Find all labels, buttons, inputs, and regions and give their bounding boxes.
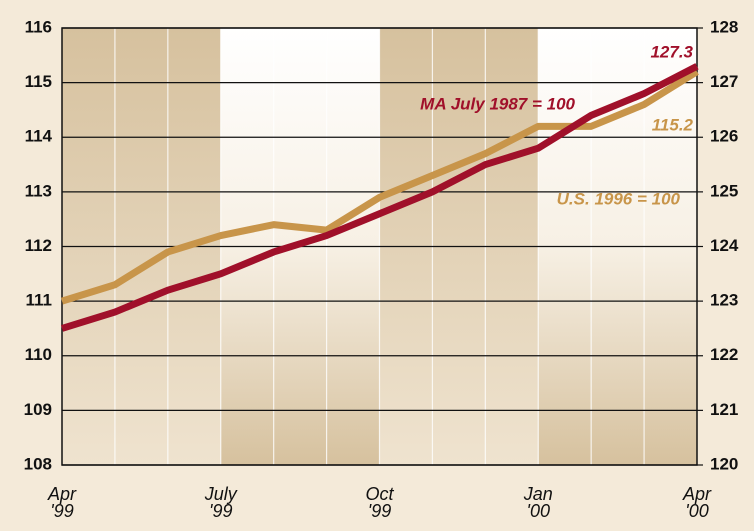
y2-tick-label: 125 xyxy=(710,181,738,200)
y-tick-label: 115 xyxy=(25,72,52,91)
data-line xyxy=(60,63,699,332)
y-tick-label: 114 xyxy=(25,127,53,146)
y-tick-label: 116 xyxy=(25,17,52,36)
y2-tick-label: 124 xyxy=(710,236,739,255)
value-label: 115.2 xyxy=(652,115,694,134)
legend-label: MA July 1987 = 100 xyxy=(420,94,575,113)
y2-tick-label: 126 xyxy=(710,127,738,146)
y2-tick-label: 121 xyxy=(710,400,738,419)
y-tick-label: 112 xyxy=(25,236,52,255)
plot-frame xyxy=(61,27,698,466)
data-line xyxy=(60,68,699,305)
y-tick-label: 110 xyxy=(25,345,52,364)
y-tick-label: 108 xyxy=(24,454,52,473)
y2-tick-label: 127 xyxy=(710,72,738,91)
x-tick-label: Apr '99 xyxy=(47,484,76,521)
y-tick-label: 111 xyxy=(26,291,53,310)
y-tick-label: 109 xyxy=(24,400,52,419)
y2-tick-label: 122 xyxy=(710,345,738,364)
y2-tick-label: 128 xyxy=(710,17,738,36)
x-tick-label: Oct '99 xyxy=(365,484,394,521)
x-tick-label: July '99 xyxy=(204,484,237,521)
legend-label: U.S. 1996 = 100 xyxy=(557,189,681,208)
y-tick-label: 113 xyxy=(25,181,52,200)
value-label: 127.3 xyxy=(650,42,693,61)
x-tick-label: Apr '00 xyxy=(682,484,711,521)
y2-tick-label: 120 xyxy=(710,454,738,473)
y2-tick-label: 123 xyxy=(710,291,738,310)
x-tick-label: Jan '00 xyxy=(523,484,553,521)
